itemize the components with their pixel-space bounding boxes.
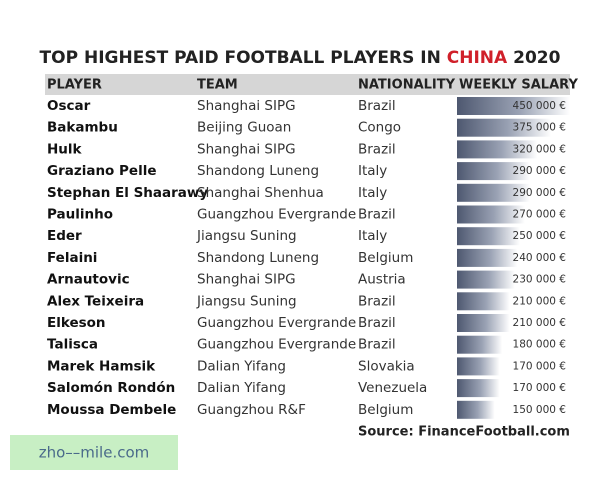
- nationality: Brazil: [358, 98, 396, 114]
- player: Bakambu: [47, 120, 118, 136]
- salary-bar: [457, 314, 510, 332]
- title-year: 2020: [513, 48, 560, 68]
- salary: 250 000 €: [513, 230, 566, 242]
- nationality: Venezuela: [358, 380, 427, 396]
- header-cell: TEAM: [197, 78, 238, 93]
- player: Arnautovic: [47, 272, 130, 288]
- salary: 170 000 €: [513, 382, 566, 394]
- player: Elkeson: [47, 315, 106, 331]
- player: Moussa Dembele: [47, 402, 176, 418]
- salary: 210 000 €: [513, 317, 566, 329]
- nationality: Italy: [358, 185, 387, 201]
- salary: 180 000 €: [513, 339, 566, 351]
- salary: 170 000 €: [513, 360, 566, 372]
- nationality: Italy: [358, 163, 387, 179]
- header-band: [45, 74, 570, 95]
- salary-bar: [457, 270, 515, 289]
- nationality: Brazil: [358, 293, 396, 309]
- title-highlight: CHINA: [447, 48, 508, 68]
- header-cell: NATIONALITY: [358, 78, 456, 93]
- team: Shanghai SIPG: [197, 141, 296, 157]
- header-cell: PLAYER: [47, 78, 102, 93]
- player: Stephan El Shaarawy: [47, 185, 208, 201]
- team: Shanghai SIPG: [197, 272, 296, 288]
- player: Paulinho: [47, 207, 113, 223]
- team: Shanghai Shenhua: [197, 185, 324, 201]
- salary: 270 000 €: [513, 209, 566, 221]
- team: Jiangsu Suning: [196, 228, 297, 244]
- player: Salomón Rondón: [47, 380, 175, 396]
- player: Alex Teixeira: [47, 293, 144, 309]
- salary: 230 000 €: [513, 274, 566, 286]
- team: Guangzhou R&F: [197, 402, 306, 418]
- salary: 210 000 €: [513, 295, 566, 307]
- salary-bar: [457, 292, 510, 311]
- table: PLAYER TEAM NATIONALITY WEEKLY SALARY Oscar S…: [47, 78, 578, 419]
- team: Guangzhou Evergrande: [197, 337, 356, 353]
- salary-bar: [457, 183, 530, 202]
- salary-bar: [457, 140, 538, 159]
- nationality: Italy: [358, 228, 387, 244]
- team: Dalian Yifang: [197, 358, 286, 374]
- header-cell: WEEKLY SALARY: [459, 78, 578, 93]
- player: Oscar: [47, 98, 91, 114]
- nationality: Congo: [358, 120, 401, 136]
- salary-bar: [457, 357, 500, 376]
- source: Source: FinanceFootball.com: [358, 425, 570, 440]
- nationality: Belgium: [358, 402, 413, 418]
- salary-bar: [457, 227, 520, 246]
- salary-bar: [457, 205, 525, 224]
- salary: 240 000 €: [513, 252, 566, 264]
- player: Eder: [47, 228, 82, 244]
- team: Guangzhou Evergrande: [197, 315, 356, 331]
- team: Shandong Luneng: [197, 250, 319, 266]
- salary: 150 000 €: [513, 404, 566, 416]
- team: Shandong Luneng: [197, 163, 319, 179]
- salary: 450 000 €: [513, 100, 566, 112]
- player: Talisca: [47, 337, 98, 353]
- nationality: Slovakia: [358, 358, 415, 374]
- salary-bar: [457, 162, 530, 181]
- nationality: Austria: [358, 272, 406, 288]
- salary-bar: [457, 97, 570, 115]
- watermark: zho––mile.com: [39, 444, 150, 462]
- team: Dalian Yifang: [197, 380, 286, 396]
- player: Marek Hamsik: [47, 358, 156, 374]
- salary-bar: [457, 400, 495, 419]
- watermark-box: [10, 435, 178, 470]
- player: Felaini: [47, 250, 97, 266]
- team: Beijing Guoan: [197, 120, 291, 136]
- salary-bar: [457, 335, 503, 354]
- salary-bar: [457, 118, 552, 137]
- nationality: Brazil: [358, 141, 396, 157]
- team: Jiangsu Suning: [196, 293, 297, 309]
- salary: 375 000 €: [513, 122, 566, 134]
- nationality: Brazil: [358, 207, 396, 223]
- team: Guangzhou Evergrande: [197, 207, 356, 223]
- salary: 320 000 €: [513, 143, 566, 155]
- player: Hulk: [47, 141, 83, 157]
- nationality: Brazil: [358, 337, 396, 353]
- salary: 290 000 €: [513, 187, 566, 199]
- salary-bar: [457, 248, 518, 267]
- salary: 290 000 €: [513, 165, 566, 177]
- title-text: TOP HIGHEST PAID FOOTBALL PLAYERS IN: [40, 48, 441, 68]
- nationality: Brazil: [358, 315, 396, 331]
- nationality: Belgium: [358, 250, 413, 266]
- team: Shanghai SIPG: [197, 98, 296, 114]
- player: Graziano Pelle: [47, 163, 157, 179]
- salary-bar: [457, 379, 500, 398]
- title: TOP HIGHEST PAID FOOTBALL PLAYERS IN CHI…: [40, 48, 561, 68]
